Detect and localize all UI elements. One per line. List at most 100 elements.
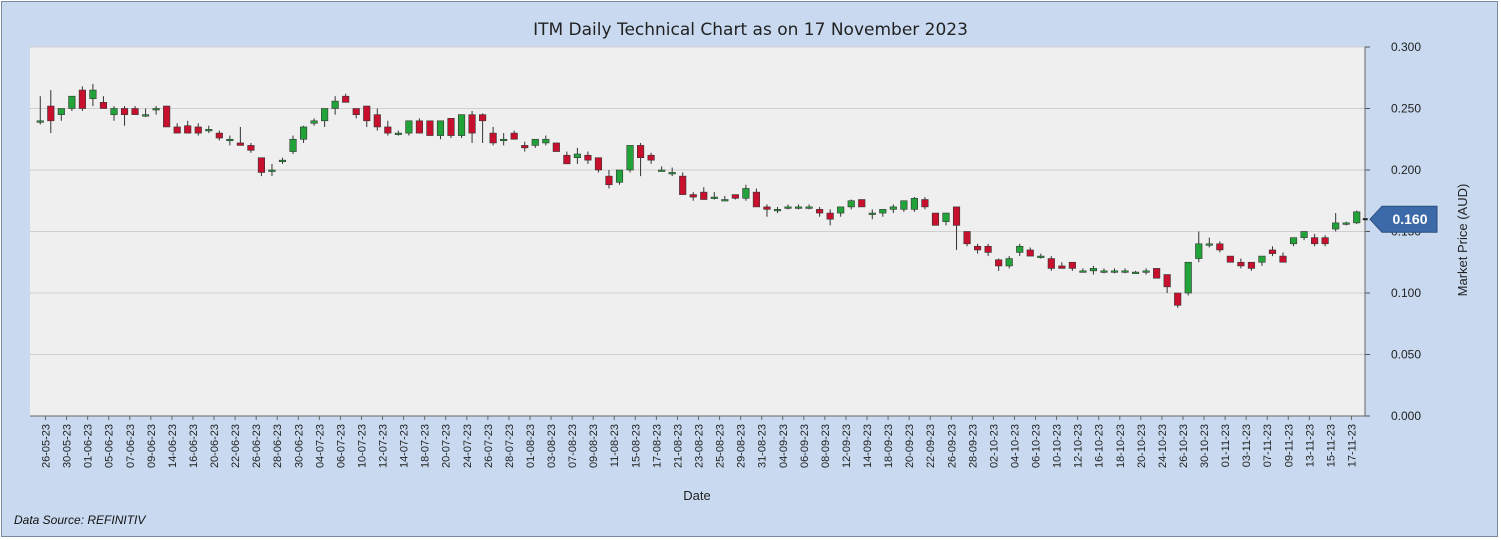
candle-body-down (952, 206, 961, 226)
candle-body-up (1005, 258, 1013, 267)
candle (131, 106, 139, 115)
candle-body-down (974, 245, 982, 251)
candle (99, 96, 108, 109)
candle-body-down (995, 259, 1003, 267)
candle (615, 169, 624, 185)
candle-body-up (278, 159, 287, 162)
candle-body-down (468, 114, 476, 134)
candle (721, 195, 729, 202)
x-tick-label: 17-11-23 (1346, 424, 1358, 467)
candle-body-up (1132, 271, 1140, 274)
candle (552, 142, 560, 152)
x-tick-label: 20-09-23 (904, 424, 916, 468)
candle-body-down (752, 191, 760, 208)
candle-body-up (1142, 270, 1150, 273)
candle (321, 108, 329, 127)
candle (1153, 268, 1161, 279)
candle-body-up (658, 169, 666, 172)
x-tick-label: 04-07-23 (314, 424, 326, 468)
candle (963, 231, 971, 247)
x-tick-label: 15-11-23 (1325, 424, 1337, 467)
x-tick-label: 09-06-23 (146, 424, 158, 468)
candle (679, 172, 687, 195)
x-tick-label: 06-10-23 (1031, 424, 1043, 468)
candle-body-up (1258, 255, 1266, 263)
data-source-note: Data Source: REFINITIV (14, 513, 146, 527)
candle (226, 135, 234, 146)
candle (531, 138, 539, 148)
candle-body-down (816, 209, 824, 214)
candle-body-down (605, 175, 613, 186)
candle-body-up (89, 89, 97, 99)
candle-body-down (373, 114, 381, 128)
x-tick-label: 01-08-23 (525, 424, 537, 468)
candle (394, 130, 402, 136)
candle (594, 157, 603, 173)
candle-body-down (563, 154, 571, 165)
candle-body-down (963, 231, 971, 245)
x-tick-label: 30-10-23 (1199, 424, 1211, 468)
x-tick-label: 14-07-23 (399, 424, 411, 468)
candle (1110, 268, 1119, 274)
candle (120, 106, 129, 126)
candle (1321, 235, 1329, 247)
candle-body-down (921, 199, 929, 208)
candle-body-down (99, 102, 108, 109)
y-tick-label: 0.300 (1391, 40, 1421, 54)
x-tick-label: 31-08-23 (757, 424, 769, 468)
x-tick-label: 18-10-23 (1115, 424, 1127, 468)
candle-body-down (689, 194, 697, 198)
candle-body-up (1195, 243, 1203, 259)
candle (900, 200, 908, 212)
candle-body-down (1311, 237, 1319, 245)
candle-body-up (321, 108, 329, 122)
candle-body-down (131, 108, 139, 115)
candle (1047, 256, 1055, 271)
x-tick-label: 18-09-23 (883, 424, 895, 468)
candle (1268, 246, 1277, 257)
y-tick-label: 0.050 (1391, 348, 1421, 362)
candle (215, 130, 223, 141)
candle (1174, 292, 1182, 308)
y-tick-label: 0.250 (1391, 102, 1421, 116)
candle (57, 108, 65, 121)
candle-body-up (889, 206, 897, 210)
candle (47, 90, 55, 134)
candle (289, 135, 297, 155)
candle-body-down (1163, 274, 1171, 288)
candle (1258, 255, 1266, 266)
candle (984, 243, 992, 257)
candle-body-up (1089, 268, 1098, 272)
candle-body-down (342, 95, 350, 103)
candle-body-up (1332, 222, 1340, 230)
candle (1026, 247, 1034, 257)
candle-body-up (110, 108, 118, 115)
x-tick-label: 03-08-23 (546, 424, 558, 468)
candle (257, 157, 265, 177)
x-tick-label: 18-07-23 (420, 424, 432, 468)
candle-body-up (1205, 243, 1213, 246)
candle-body-up (268, 169, 276, 172)
candle (689, 192, 697, 201)
candle (1005, 256, 1013, 269)
x-tick-label: 07-08-23 (567, 424, 579, 468)
candle-body-up (910, 197, 918, 210)
x-tick-label: 12-07-23 (378, 424, 390, 468)
candle (921, 197, 929, 210)
x-tick-label: 03-11-23 (1241, 424, 1253, 467)
candle-body-down (447, 118, 455, 136)
x-tick-label: 26-10-23 (1178, 424, 1190, 468)
candle (247, 142, 255, 153)
candle (184, 120, 192, 134)
candle (1068, 261, 1076, 271)
candle-body-down (426, 120, 434, 136)
candle-body-up (500, 138, 508, 142)
candle (1247, 261, 1255, 271)
candle (710, 192, 718, 200)
candle-body-up (900, 200, 908, 210)
candle-body-up (531, 138, 539, 146)
candle (1016, 243, 1024, 257)
candle-body-down (1068, 261, 1076, 269)
last-price-label: 0.160 (1392, 211, 1427, 227)
candle (479, 113, 487, 143)
